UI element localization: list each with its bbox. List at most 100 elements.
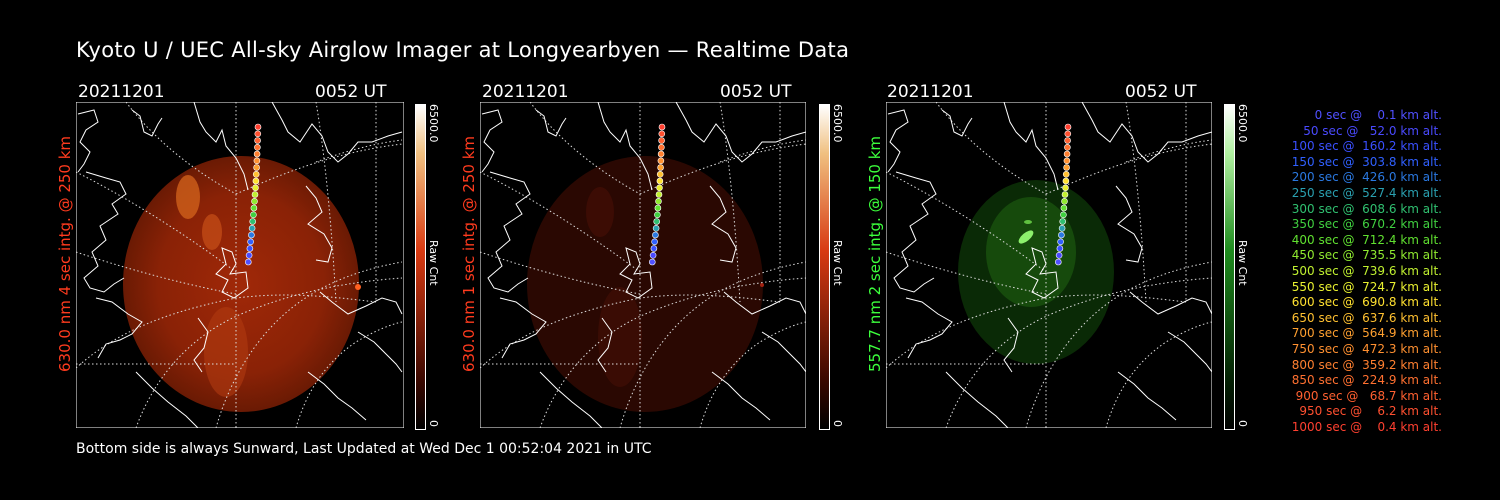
trajectory-point	[254, 123, 262, 131]
legend-row: 500 sec @ 739.6 km alt.	[1287, 263, 1442, 278]
panel2-date: 20211201	[482, 82, 569, 102]
legend-row: 850 sec @ 224.9 km alt.	[1287, 373, 1442, 388]
trajectory-point	[245, 252, 253, 259]
coastline	[709, 185, 737, 263]
coastline	[135, 371, 199, 428]
coastline	[535, 109, 567, 137]
trajectory-point	[652, 225, 660, 232]
panel1-image	[76, 102, 404, 428]
panel2-cb-min: 0	[831, 420, 844, 427]
grid-line	[480, 171, 641, 273]
coastline	[619, 247, 653, 299]
trajectory-point	[649, 258, 656, 266]
legend-row: 950 sec @ 6.2 km alt.	[1295, 404, 1442, 419]
trajectory-point	[254, 130, 262, 138]
trajectory-point	[658, 123, 666, 131]
grid-line	[1125, 139, 1212, 163]
trajectory-point	[1059, 218, 1066, 225]
coastline	[83, 171, 127, 293]
grid-line	[935, 102, 1047, 195]
grid-line	[135, 277, 403, 428]
trajectory-point	[656, 177, 664, 185]
trajectory-point	[1058, 231, 1065, 239]
trajectory-point	[1057, 238, 1064, 246]
trajectory-point	[252, 171, 260, 178]
trajectory-point	[1063, 157, 1071, 165]
coastline	[893, 171, 937, 293]
trajectory-point	[1061, 191, 1069, 198]
trajectory-point	[1064, 123, 1072, 131]
coastline	[711, 371, 771, 421]
coastline	[305, 185, 333, 263]
panel3-image	[886, 102, 1214, 428]
grid-line	[76, 171, 237, 273]
coastline	[1115, 185, 1143, 263]
legend-row: 600 sec @ 690.8 km alt.	[1287, 295, 1442, 310]
trajectory-point	[250, 211, 257, 219]
coastline	[675, 102, 806, 163]
trajectory-point	[654, 211, 661, 219]
panel2-side-label: 630.0 nm 1 sec intg. @ 250 km	[460, 135, 478, 372]
trajectory-point	[653, 218, 660, 225]
trajectory-point	[1064, 143, 1071, 151]
trajectory-point	[658, 137, 665, 144]
grid-line	[1045, 143, 1212, 195]
trajectory-point	[658, 130, 666, 138]
trajectory-point	[656, 171, 664, 178]
panel3-cb-unit: Raw Cnt	[1236, 240, 1249, 286]
legend-row: 400 sec @ 712.4 km alt.	[1287, 232, 1442, 247]
trajectory-point	[656, 184, 663, 192]
panel1-colorbar	[415, 104, 426, 430]
legend-row: 550 sec @ 724.7 km alt.	[1287, 279, 1442, 294]
trajectory-point	[251, 198, 258, 205]
altitude-legend: 0 sec @ 0.1 km alt. 50 sec @ 52.0 km alt…	[1262, 108, 1442, 435]
trajectory-point	[657, 164, 664, 171]
coastline	[945, 371, 1009, 428]
grid-line	[945, 277, 1212, 428]
trajectory-point	[1062, 171, 1070, 178]
coastline	[193, 102, 249, 191]
legend-row: 300 sec @ 608.6 km alt.	[1287, 201, 1442, 216]
coastline	[887, 109, 909, 173]
grid-line	[315, 102, 337, 303]
panel2-colorbar	[819, 104, 830, 430]
trajectory-point	[1064, 137, 1071, 144]
grid-line	[295, 321, 403, 428]
coastline	[905, 297, 953, 359]
grid-line	[529, 102, 641, 195]
coastline	[1003, 102, 1059, 191]
panel1-date: 20211201	[78, 82, 165, 102]
coastline	[941, 109, 973, 137]
legend-row: 800 sec @ 359.2 km alt.	[1287, 357, 1442, 372]
legend-row: 1000 sec @ 0.4 km alt.	[1291, 419, 1442, 434]
panel1-cb-unit: Raw Cnt	[427, 240, 440, 286]
trajectory-point	[649, 252, 657, 259]
panel3-cb-min: 0	[1236, 420, 1249, 427]
trajectory-point	[251, 191, 259, 198]
trajectory-point	[657, 150, 665, 158]
trajectory-point	[652, 231, 659, 239]
coastline	[761, 331, 806, 373]
coastline	[307, 371, 367, 421]
trajectory-point	[1061, 198, 1068, 205]
legend-row: 50 sec @ 52.0 km alt.	[1295, 123, 1442, 138]
panel2-time: 0052 UT	[720, 82, 792, 102]
trajectory-point	[1058, 225, 1066, 232]
coastline	[1081, 102, 1212, 163]
panel3-date: 20211201	[887, 82, 974, 102]
panel1-cb-max: 6500.0	[427, 104, 440, 143]
trajectory-point	[658, 143, 665, 151]
coastline	[271, 102, 403, 163]
grid-line	[76, 294, 377, 369]
trajectory-point	[1060, 204, 1068, 212]
panel1-time: 0052 UT	[315, 82, 387, 102]
coastline	[77, 109, 99, 173]
grid-line	[539, 277, 806, 428]
grid-line	[699, 321, 806, 428]
coastline	[597, 102, 653, 191]
trajectory-point	[248, 231, 255, 239]
panel3-side-label: 557.7 nm 2 sec intg. @ 150 km	[866, 135, 884, 372]
coastline	[481, 109, 503, 173]
coastline	[131, 109, 163, 137]
trajectory-point	[253, 164, 260, 171]
